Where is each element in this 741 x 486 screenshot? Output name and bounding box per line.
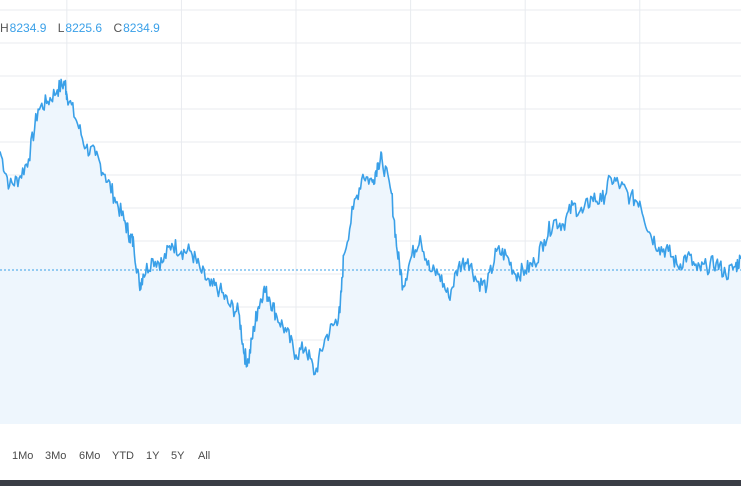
range-button-6mo[interactable]: 6Mo: [79, 450, 101, 462]
close-label: C: [113, 21, 123, 35]
bottom-toolbar-strip: [0, 480, 741, 486]
close-value: 8234.9: [123, 21, 160, 35]
range-button-ytd[interactable]: YTD: [112, 450, 134, 462]
low-value: 8225.6: [65, 21, 103, 35]
range-button-all[interactable]: All: [198, 450, 211, 462]
high-label: H: [0, 21, 9, 35]
low-label: L: [57, 21, 65, 35]
range-button-1mo[interactable]: 1Mo: [12, 450, 34, 462]
chart-canvas[interactable]: 06:0012:0018:002606:0012:00: [0, 0, 741, 441]
price-line: [0, 78, 741, 376]
range-selector: 1Mo 3Mo 6Mo YTD 1Y 5Y All: [0, 448, 741, 466]
high-value: 8234.9: [9, 21, 47, 35]
range-button-1y[interactable]: 1Y: [146, 450, 160, 462]
range-button-5y[interactable]: 5Y: [171, 450, 185, 462]
range-button-3mo[interactable]: 3Mo: [45, 450, 67, 462]
price-area-fill: [0, 79, 741, 425]
ohlc-legend: H8234.9 L8225.6 C8234.9: [0, 21, 168, 35]
price-chart[interactable]: 06:0012:0018:002606:0012:00: [0, 0, 741, 441]
